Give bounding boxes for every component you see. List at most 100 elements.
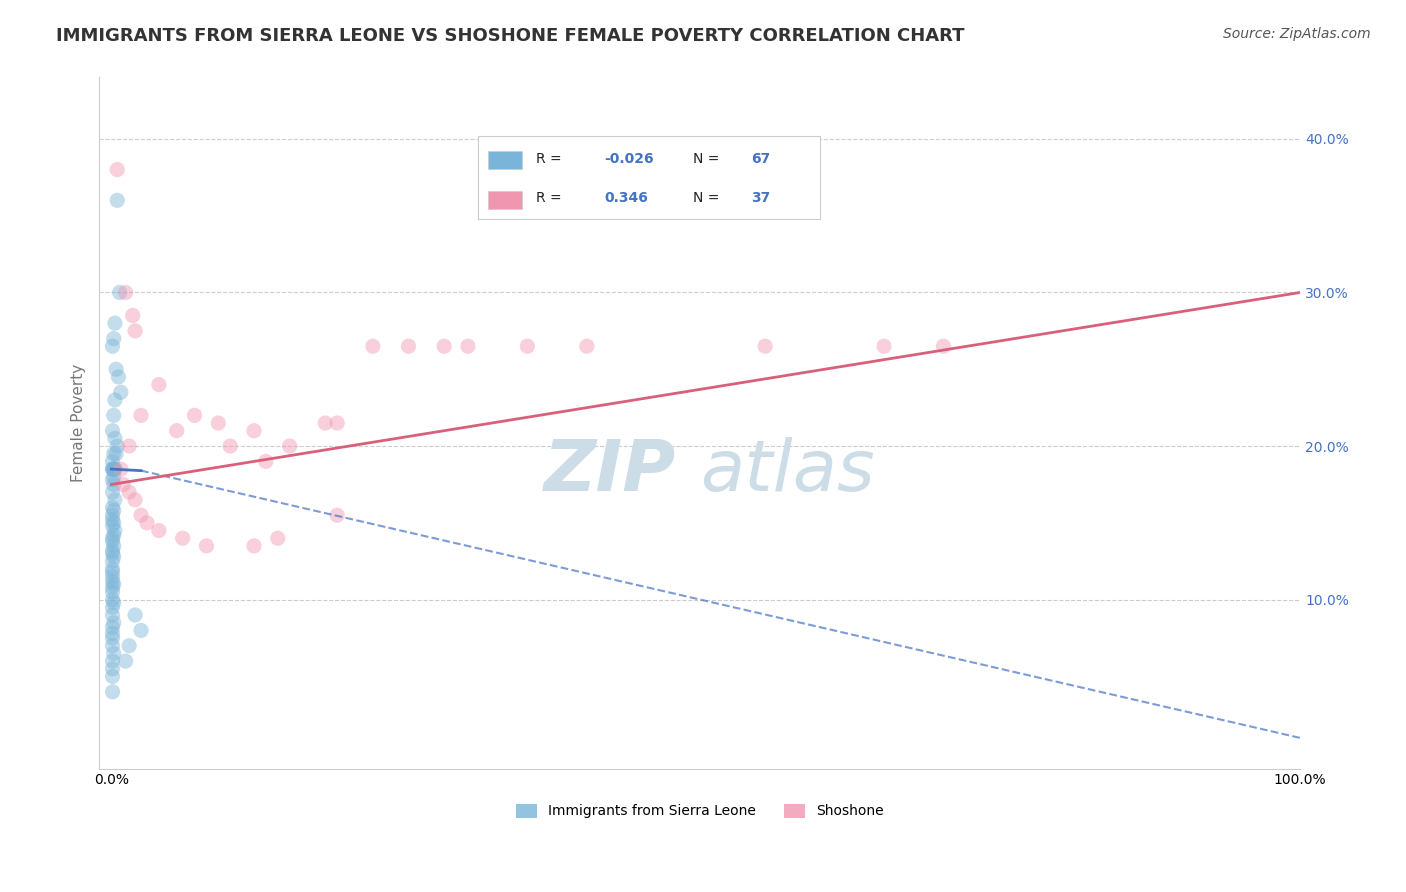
- Point: [129, 624, 152, 638]
- Point: [148, 524, 170, 538]
- Point: [104, 524, 127, 538]
- Point: [219, 439, 242, 453]
- Point: [101, 462, 124, 476]
- Point: [101, 531, 124, 545]
- Legend: Immigrants from Sierra Leone, Shoshone: Immigrants from Sierra Leone, Shoshone: [510, 798, 889, 824]
- Point: [108, 285, 131, 300]
- Point: [101, 500, 124, 515]
- Point: [101, 600, 124, 615]
- Point: [101, 669, 124, 683]
- Point: [103, 539, 125, 553]
- Point: [101, 565, 124, 579]
- Point: [110, 385, 132, 400]
- Point: [101, 462, 124, 476]
- Point: [101, 580, 124, 594]
- Point: [148, 377, 170, 392]
- Point: [103, 516, 125, 530]
- Point: [101, 654, 124, 668]
- Point: [103, 462, 125, 476]
- Point: [101, 639, 124, 653]
- Point: [103, 577, 125, 591]
- Point: [101, 543, 124, 558]
- Point: [124, 607, 146, 622]
- Point: [103, 447, 125, 461]
- Point: [104, 392, 127, 407]
- Point: [314, 416, 336, 430]
- Text: atlas: atlas: [700, 437, 875, 506]
- Text: ZIP: ZIP: [544, 437, 676, 506]
- Point: [101, 607, 124, 622]
- Point: [114, 654, 136, 668]
- Point: [105, 194, 128, 208]
- Point: [103, 528, 125, 542]
- Point: [121, 309, 143, 323]
- Point: [101, 424, 124, 438]
- Point: [101, 685, 124, 699]
- Point: [104, 316, 127, 330]
- Point: [101, 592, 124, 607]
- Point: [110, 462, 132, 476]
- Point: [101, 339, 124, 353]
- Point: [103, 503, 125, 517]
- Point: [118, 439, 141, 453]
- Point: [118, 639, 141, 653]
- Point: [101, 626, 124, 640]
- Point: [103, 409, 125, 423]
- Point: [101, 631, 124, 645]
- Point: [433, 339, 456, 353]
- Point: [932, 339, 955, 353]
- Point: [101, 508, 124, 523]
- Point: [101, 574, 124, 589]
- Point: [101, 473, 124, 487]
- Point: [101, 454, 124, 468]
- Point: [207, 416, 229, 430]
- Point: [114, 285, 136, 300]
- Point: [873, 339, 896, 353]
- Point: [243, 424, 266, 438]
- Point: [101, 585, 124, 599]
- Point: [118, 485, 141, 500]
- Point: [101, 569, 124, 583]
- Point: [101, 513, 124, 527]
- Point: [124, 492, 146, 507]
- Point: [172, 531, 194, 545]
- Text: IMMIGRANTS FROM SIERRA LEONE VS SHOSHONE FEMALE POVERTY CORRELATION CHART: IMMIGRANTS FROM SIERRA LEONE VS SHOSHONE…: [56, 27, 965, 45]
- Point: [101, 662, 124, 676]
- Point: [104, 492, 127, 507]
- Point: [103, 470, 125, 484]
- Point: [105, 162, 128, 177]
- Point: [101, 547, 124, 561]
- Point: [575, 339, 598, 353]
- Point: [254, 454, 277, 468]
- Point: [195, 539, 218, 553]
- Point: [104, 462, 127, 476]
- Point: [361, 339, 384, 353]
- Point: [103, 615, 125, 630]
- Point: [754, 339, 776, 353]
- Point: [457, 339, 479, 353]
- Point: [105, 439, 128, 453]
- Point: [101, 534, 124, 549]
- Point: [267, 531, 290, 545]
- Point: [103, 647, 125, 661]
- Point: [101, 562, 124, 576]
- Y-axis label: Female Poverty: Female Poverty: [72, 364, 86, 483]
- Point: [243, 539, 266, 553]
- Point: [103, 477, 125, 491]
- Point: [103, 462, 125, 476]
- Point: [103, 596, 125, 610]
- Point: [101, 554, 124, 568]
- Point: [103, 332, 125, 346]
- Point: [107, 370, 129, 384]
- Point: [103, 549, 125, 564]
- Point: [104, 462, 127, 476]
- Point: [104, 431, 127, 445]
- Point: [129, 409, 152, 423]
- Point: [166, 424, 188, 438]
- Text: Source: ZipAtlas.com: Source: ZipAtlas.com: [1223, 27, 1371, 41]
- Point: [124, 324, 146, 338]
- Point: [101, 485, 124, 500]
- Point: [136, 516, 159, 530]
- Point: [101, 519, 124, 533]
- Point: [105, 447, 128, 461]
